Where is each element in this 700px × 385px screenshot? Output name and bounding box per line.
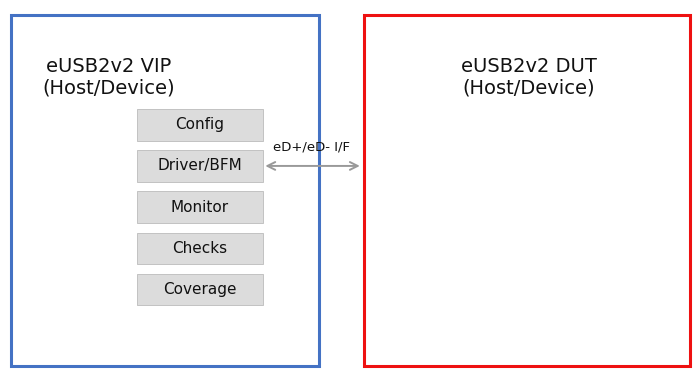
Bar bbox=[136, 233, 262, 264]
Bar bbox=[364, 15, 690, 366]
Bar bbox=[136, 109, 262, 141]
Text: Driver/BFM: Driver/BFM bbox=[157, 159, 242, 173]
Bar bbox=[136, 150, 262, 182]
Text: Coverage: Coverage bbox=[163, 282, 237, 297]
Bar bbox=[136, 274, 262, 305]
Text: Checks: Checks bbox=[172, 241, 227, 256]
Text: Monitor: Monitor bbox=[170, 200, 229, 214]
Text: eUSB2v2 VIP
(Host/Device): eUSB2v2 VIP (Host/Device) bbox=[42, 57, 175, 97]
Text: eD+/eD- I/F: eD+/eD- I/F bbox=[273, 141, 350, 154]
Text: Config: Config bbox=[175, 117, 224, 132]
Text: eUSB2v2 DUT
(Host/Device): eUSB2v2 DUT (Host/Device) bbox=[461, 57, 596, 97]
Bar bbox=[136, 191, 262, 223]
Bar bbox=[10, 15, 318, 366]
